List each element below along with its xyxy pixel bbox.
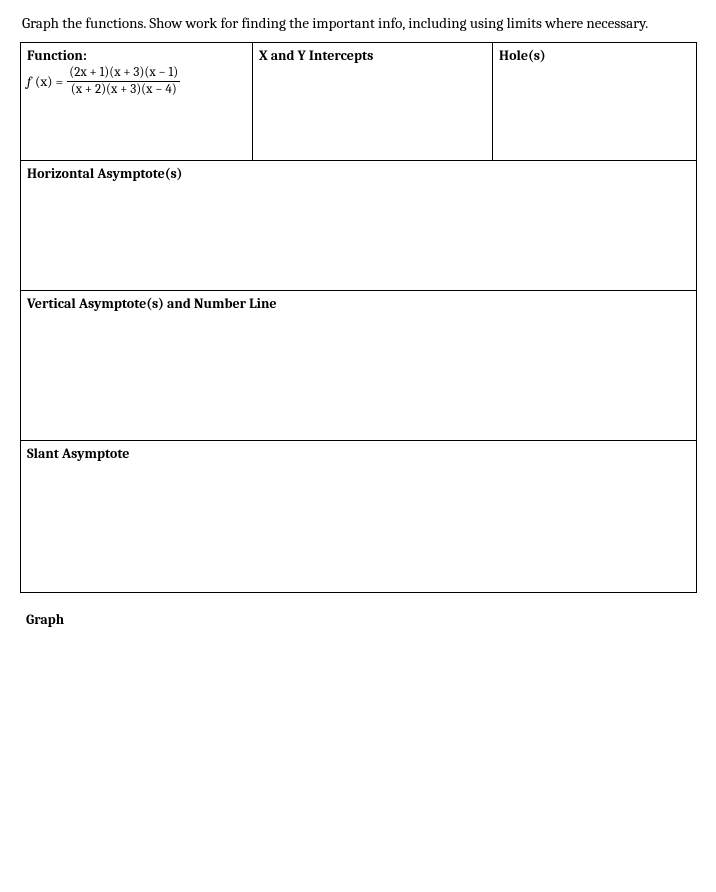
function-label: Function: [27, 47, 246, 64]
function-denominator: (x + 2)(x + 3)(x − 4) [69, 83, 179, 97]
fx-prefix-italic: f [27, 73, 31, 90]
holes-label: Hole(s) [499, 47, 690, 64]
fx-prefix-rest: (x) = [35, 73, 63, 90]
intercepts-label: X and Y Intercepts [259, 47, 486, 64]
horizontal-asymptote-label: Horizontal Asymptote(s) [27, 165, 690, 182]
instruction-text: Graph the functions. Show work for findi… [22, 14, 696, 32]
slant-asymptote-label: Slant Asymptote [27, 445, 690, 462]
cell-vertical-asymptote: Vertical Asymptote(s) and Number Line [21, 291, 697, 441]
cell-horizontal-asymptote: Horizontal Asymptote(s) [21, 161, 697, 291]
function-fraction: (2x + 1)(x + 3)(x − 1) (x + 2)(x + 3)(x … [67, 66, 180, 96]
cell-function: Function: f (x) = (2x + 1)(x + 3)(x − 1)… [21, 43, 253, 161]
cell-holes: Hole(s) [493, 43, 697, 161]
function-numerator: (2x + 1)(x + 3)(x − 1) [67, 66, 180, 80]
cell-intercepts: X and Y Intercepts [253, 43, 493, 161]
cell-slant-asymptote: Slant Asymptote [21, 441, 697, 593]
function-expression: f (x) = (2x + 1)(x + 3)(x − 1) (x + 2)(x… [27, 66, 246, 96]
worksheet-table: Function: f (x) = (2x + 1)(x + 3)(x − 1)… [20, 42, 697, 593]
graph-label: Graph [26, 611, 696, 628]
vertical-asymptote-label: Vertical Asymptote(s) and Number Line [27, 295, 690, 312]
